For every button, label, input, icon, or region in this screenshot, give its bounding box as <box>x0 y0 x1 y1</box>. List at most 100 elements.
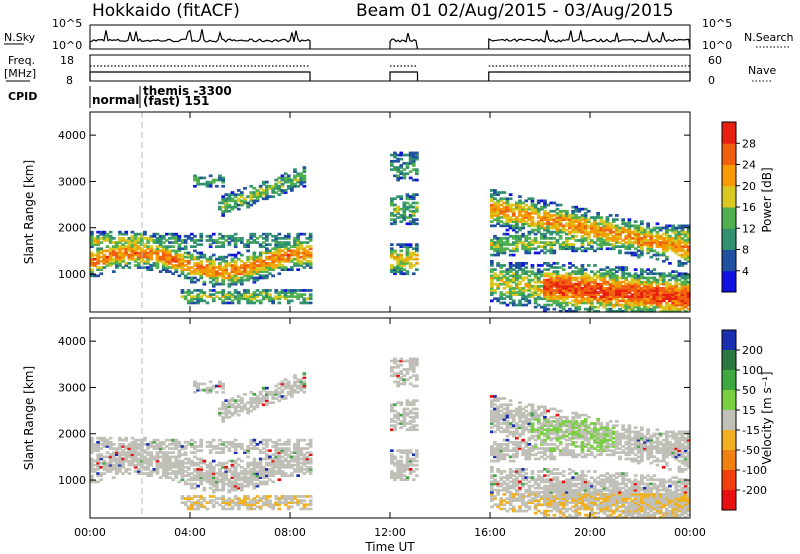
power-cell <box>293 251 297 255</box>
power-cell <box>490 241 494 244</box>
power-cell <box>540 297 544 301</box>
power-cell <box>530 295 535 298</box>
power-cell <box>602 239 607 242</box>
power-cell <box>261 264 266 267</box>
power-cell <box>249 266 254 269</box>
velocity-cell <box>246 497 250 500</box>
power-cell <box>630 301 635 305</box>
power-cell <box>111 241 116 244</box>
power-cell <box>674 299 679 303</box>
velocity-cell <box>268 461 272 465</box>
power-cell <box>527 249 532 253</box>
velocity-cell <box>255 443 260 446</box>
velocity-cell <box>293 447 297 450</box>
power-cell <box>583 291 588 294</box>
velocity-cell <box>115 457 119 461</box>
velocity-cell <box>290 390 294 394</box>
power-cell <box>224 276 229 280</box>
power-cell <box>558 222 563 226</box>
velocity-cell <box>274 393 279 396</box>
power-cell <box>274 295 279 298</box>
power-cell <box>233 203 238 207</box>
power-cell <box>680 253 685 257</box>
power-cell <box>658 237 663 240</box>
power-cell <box>602 241 607 244</box>
power-cell <box>593 241 597 244</box>
power-cell <box>211 262 216 265</box>
power-cell <box>624 230 629 234</box>
power-cell <box>196 180 200 184</box>
velocity-cell <box>277 478 282 482</box>
power-cell <box>90 234 94 238</box>
power-cell <box>649 307 654 311</box>
velocity-cell <box>196 505 200 509</box>
power-cell <box>615 297 619 301</box>
velocity-cell <box>218 447 222 450</box>
power-cell <box>668 289 672 292</box>
power-cell <box>633 278 638 282</box>
power-cell <box>268 289 272 292</box>
velocity-cell <box>280 390 285 394</box>
power-cell <box>155 245 160 248</box>
power-cell <box>190 253 194 257</box>
velocity-cell <box>193 463 197 467</box>
velocity-cell <box>405 453 410 457</box>
velocity-cell <box>411 357 416 361</box>
power-cell <box>580 282 585 286</box>
power-cell <box>108 241 113 244</box>
power-cell <box>524 209 529 213</box>
power-cell <box>511 293 516 296</box>
power-cell <box>574 291 579 294</box>
velocity-cell <box>408 357 413 361</box>
power-cell <box>546 224 550 228</box>
power-cell <box>518 276 522 280</box>
velocity-cell <box>290 457 294 461</box>
velocity-cell <box>205 480 210 484</box>
power-cell <box>593 222 597 226</box>
velocity-cell <box>208 495 213 498</box>
power-cell <box>674 274 679 278</box>
power-cell <box>680 305 685 309</box>
power-cell <box>102 239 107 242</box>
power-cell <box>146 241 150 244</box>
velocity-cell <box>136 461 141 465</box>
power-cell <box>493 234 497 238</box>
velocity-cell <box>240 501 244 504</box>
power-cell <box>527 241 532 244</box>
power-cell <box>586 278 591 282</box>
power-cell <box>165 257 169 261</box>
velocity-cell <box>161 453 166 457</box>
power-cell <box>230 205 235 209</box>
power-cell <box>230 259 235 263</box>
power-cell <box>590 241 594 244</box>
power-cell <box>668 305 672 309</box>
power-cell <box>530 278 535 282</box>
velocity-cell <box>402 415 407 419</box>
power-cell <box>583 280 588 284</box>
power-cell <box>411 162 416 165</box>
velocity-cell <box>265 472 269 475</box>
velocity-cell <box>146 461 150 465</box>
power-cell <box>221 237 225 240</box>
velocity-cell <box>143 436 147 440</box>
power-cell <box>224 259 229 263</box>
power-cell <box>249 203 254 207</box>
power-cell <box>671 289 675 292</box>
power-cell <box>611 245 616 248</box>
power-cell <box>502 241 507 244</box>
power-cell <box>596 234 600 238</box>
power-cell <box>602 232 607 236</box>
power-cell <box>211 276 216 280</box>
power-cell <box>590 287 594 290</box>
velocity-cell <box>149 463 154 467</box>
power-cell <box>249 295 254 298</box>
power-cell <box>502 247 507 251</box>
power-cell <box>683 303 688 307</box>
power-cell <box>615 309 619 313</box>
velocity-cell <box>186 472 191 475</box>
power-cell <box>411 164 416 167</box>
power-cell <box>633 228 638 232</box>
power-cell <box>511 214 516 217</box>
power-cell <box>558 295 563 298</box>
power-cell <box>515 218 519 221</box>
